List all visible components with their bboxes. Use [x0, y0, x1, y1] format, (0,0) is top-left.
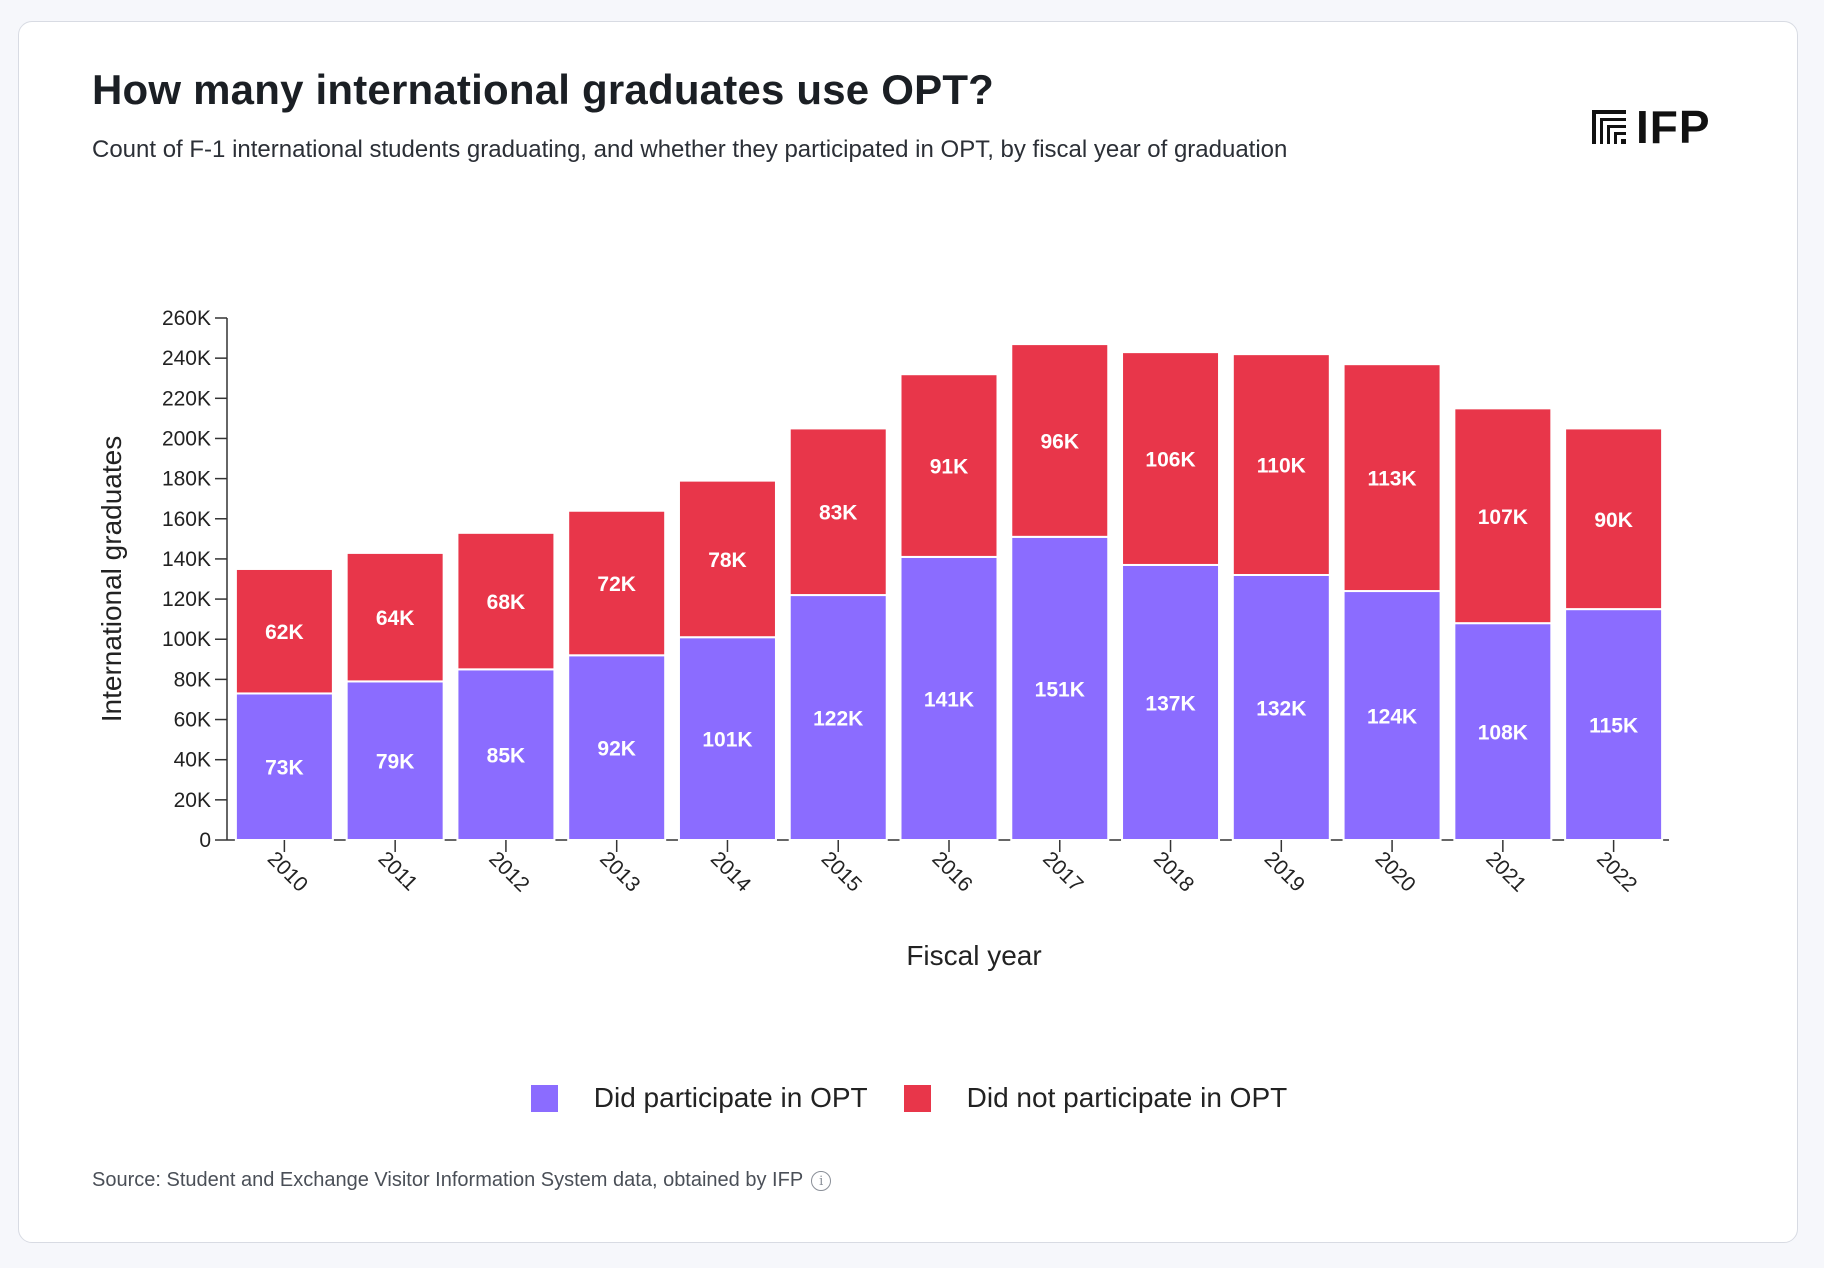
stacked-bar-chart: 0 20K 40K 60K 80K 100K 120K 140K 160K 180K 200K 220… [96, 307, 1669, 971]
bar-label-participated: 79K [376, 751, 415, 774]
bar-label-participated: 101K [702, 729, 752, 752]
y-tick-label: 20K [174, 789, 211, 812]
bar-label-participated: 151K [1035, 678, 1085, 701]
bar-not-participated [1342, 363, 1442, 593]
bar-participated [1010, 535, 1110, 841]
y-tick-label: 80K [174, 668, 211, 691]
bar-not-participated [1564, 427, 1664, 611]
y-tick-label: 200K [162, 427, 211, 450]
bar-not-participated [456, 531, 556, 671]
bar-participated [788, 594, 888, 841]
legend-item-not-participated[interactable]: Did not participate in OPT [903, 1082, 1288, 1114]
x-tick-label: 2017 [1038, 847, 1087, 896]
ifp-logo: IFP [1592, 100, 1711, 154]
bar-label-participated: 92K [597, 738, 636, 761]
bar-participated [1342, 590, 1442, 841]
bar-label-not-participated: 107K [1478, 506, 1528, 529]
bar-label-not-participated: 68K [487, 591, 526, 614]
bar-participated [456, 668, 556, 841]
bar-label-participated: 141K [924, 688, 974, 711]
bar-label-not-participated: 96K [1041, 430, 1080, 453]
x-tick-label: 2018 [1149, 847, 1198, 896]
source-note: Source: Student and Exchange Visitor Inf… [92, 1169, 832, 1192]
bar-label-participated: 122K [813, 708, 863, 731]
bar-not-participated [788, 427, 888, 597]
legend-swatch-participated [530, 1084, 558, 1112]
x-axis-label: Fiscal year [906, 940, 1041, 971]
bar-participated [899, 555, 999, 842]
y-tick-label: 100K [162, 628, 211, 651]
legend-label-participated: Did participate in OPT [593, 1082, 868, 1113]
info-icon[interactable]: i [811, 1170, 832, 1191]
bar-label-not-participated: 78K [708, 549, 747, 572]
bar-label-participated: 108K [1478, 722, 1528, 745]
bar-label-not-participated: 90K [1594, 509, 1633, 532]
x-tick-label: 2012 [484, 847, 533, 896]
y-tick-label: 60K [174, 709, 211, 732]
bar-label-participated: 73K [265, 757, 304, 780]
bar-not-participated [1010, 343, 1110, 538]
x-tick-label: 2014 [706, 847, 756, 897]
x-tick-label: 2021 [1481, 847, 1530, 896]
ifp-logo-text: IFP [1636, 101, 1711, 153]
bar-not-participated [1121, 351, 1221, 566]
bar-participated [234, 692, 334, 842]
bar-not-participated [899, 373, 999, 558]
y-tick-label: 120K [162, 588, 211, 611]
y-tick-label: 40K [174, 749, 211, 772]
source-text: Source: Student and Exchange Visitor Inf… [92, 1169, 804, 1191]
bar-not-participated [234, 567, 334, 695]
ifp-logo-icon [1592, 110, 1626, 144]
y-tick-label: 140K [162, 548, 211, 571]
y-tick-label: 180K [162, 468, 211, 491]
legend-item-participated[interactable]: Did participate in OPT [530, 1082, 868, 1114]
bar-label-not-participated: 106K [1145, 449, 1195, 472]
bar-label-not-participated: 72K [597, 573, 636, 596]
bar-label-participated: 124K [1367, 706, 1417, 729]
bar-label-not-participated: 113K [1368, 468, 1417, 491]
x-tick-label: 2016 [927, 847, 976, 896]
bar-not-participated [677, 479, 777, 639]
bar-participated [345, 680, 445, 842]
chart-card: How many international graduates use OPT… [18, 21, 1798, 1243]
y-tick-label: 260K [162, 307, 211, 330]
x-tick-label: 2015 [817, 847, 866, 896]
bar-label-not-participated: 91K [930, 456, 969, 479]
bar-label-not-participated: 64K [376, 607, 415, 630]
bar-label-participated: 132K [1256, 697, 1306, 720]
bar-not-participated [345, 551, 445, 683]
x-tick-label: 2010 [263, 847, 312, 896]
y-tick-label: 160K [162, 508, 211, 531]
y-tick-label: 220K [162, 387, 211, 410]
bar-not-participated [1453, 407, 1553, 625]
bar-participated [567, 654, 667, 841]
bar-label-participated: 137K [1145, 692, 1195, 715]
x-tick-label: 2022 [1592, 847, 1641, 896]
legend-swatch-not-participated [903, 1084, 931, 1112]
bar-label-not-participated: 83K [819, 502, 858, 525]
y-tick-label: 0 [199, 829, 211, 852]
x-tick-label: 2013 [595, 847, 644, 896]
bar-label-not-participated: 110K [1257, 455, 1306, 478]
chart-title: How many international graduates use OPT… [92, 66, 995, 113]
bar-not-participated [567, 509, 667, 657]
y-axis-label: International graduates [96, 436, 127, 722]
bar-label-participated: 85K [487, 745, 526, 768]
legend-label-not-participated: Did not participate in OPT [966, 1082, 1288, 1113]
chart-legend: Did participate in OPT Did not participa… [19, 1082, 1799, 1114]
y-tick-label: 240K [162, 347, 211, 370]
x-tick-label: 2019 [1260, 847, 1309, 896]
bar-label-participated: 115K [1589, 715, 1638, 738]
x-tick-label: 2011 [374, 847, 422, 895]
chart-subtitle: Count of F-1 international students grad… [92, 136, 1288, 163]
x-tick-label: 2020 [1371, 847, 1420, 896]
bar-participated [677, 636, 777, 841]
bar-not-participated [1231, 353, 1331, 576]
bar-label-not-participated: 62K [265, 621, 304, 644]
